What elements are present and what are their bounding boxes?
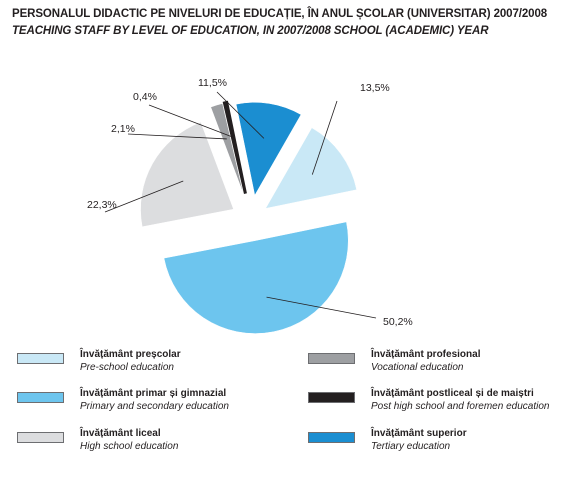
pie-slice [163,221,349,334]
leader-line [216,91,265,139]
data-label: 0,4% [133,91,157,103]
pie-slice [210,103,244,195]
data-label: 13,5% [360,82,390,94]
legend-label-en: Primary and secondary education [80,401,229,412]
pie-slice [222,100,247,194]
chart-title: PERSONALUL DIDACTIC PE NIVELURI DE EDUCA… [12,8,548,20]
legend-label-en: Vocational education [371,362,464,373]
leader-line [127,133,227,140]
chart-subtitle: TEACHING STAFF BY LEVEL OF EDUCATION, IN… [12,25,489,37]
data-label: 2,1% [111,123,135,135]
pie-slice [235,102,302,197]
legend-label-en: High school education [80,441,179,452]
pie-slice [140,121,234,228]
legend-label-ro: Învățământ liceal [80,428,161,439]
legend-label-ro: Învățământ postliceal și de maiștri [371,388,534,399]
legend-label-en: Post high school and foremen education [371,401,550,412]
legend-swatch [308,432,355,443]
legend-swatch [308,392,355,403]
data-label: 11,5% [198,77,227,89]
legend-label-ro: Învățământ profesional [371,349,481,360]
data-label: 22,3% [87,199,117,211]
leader-line [266,296,377,319]
data-label: 50,2% [383,316,413,328]
pie-chart: 13,5% 50,2% 22,3% 2,1% 0,4% 11,5% [87,77,413,334]
legend-swatch [17,353,64,364]
pie-slice [265,127,357,209]
leader-line [311,100,338,175]
leader-line [104,180,184,213]
leader-line [148,104,234,138]
legend-swatch [17,432,64,443]
legend-swatch [308,353,355,364]
legend-label-ro: Învățământ preșcolar [80,349,181,360]
legend-label-ro: Învățământ superior [371,428,467,439]
legend-label-en: Tertiary education [371,441,451,452]
legend-swatch [17,392,64,403]
legend-label-en: Pre-school education [80,362,174,373]
legend-label-ro: Învățământ primar și gimnazial [80,388,227,399]
